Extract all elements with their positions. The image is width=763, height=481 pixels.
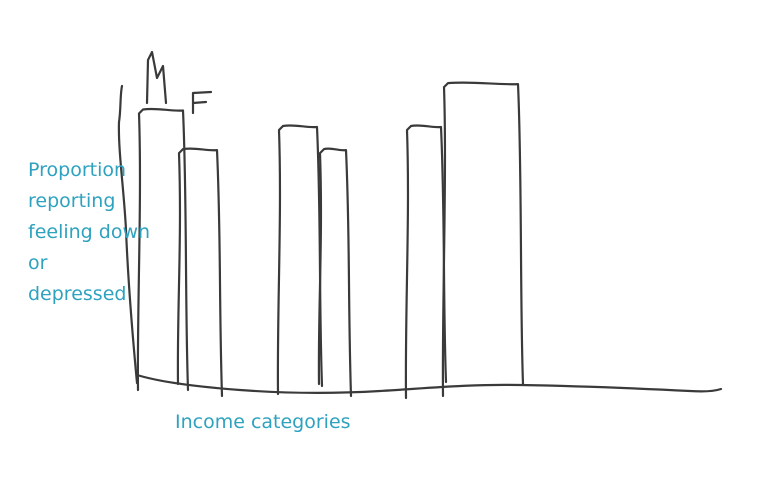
- y-axis-label: Proportion reporting feeling down or dep…: [28, 159, 151, 305]
- bar-f-1: [176, 147, 224, 398]
- x-axis: [135, 373, 723, 394]
- legend: [145, 50, 213, 115]
- bar-f-3: [441, 81, 525, 398]
- y-axis: [117, 84, 139, 385]
- x-axis-label: Income categories: [175, 411, 351, 433]
- legend-glyph-f: [191, 90, 213, 115]
- bar-f-2: [317, 147, 353, 398]
- chart-axes: [117, 84, 723, 394]
- bar-m-3: [404, 124, 448, 400]
- bar-m-1: [136, 107, 190, 392]
- legend-glyph-m: [145, 50, 168, 105]
- bars-group: [136, 81, 525, 400]
- bar-m-2: [276, 124, 324, 396]
